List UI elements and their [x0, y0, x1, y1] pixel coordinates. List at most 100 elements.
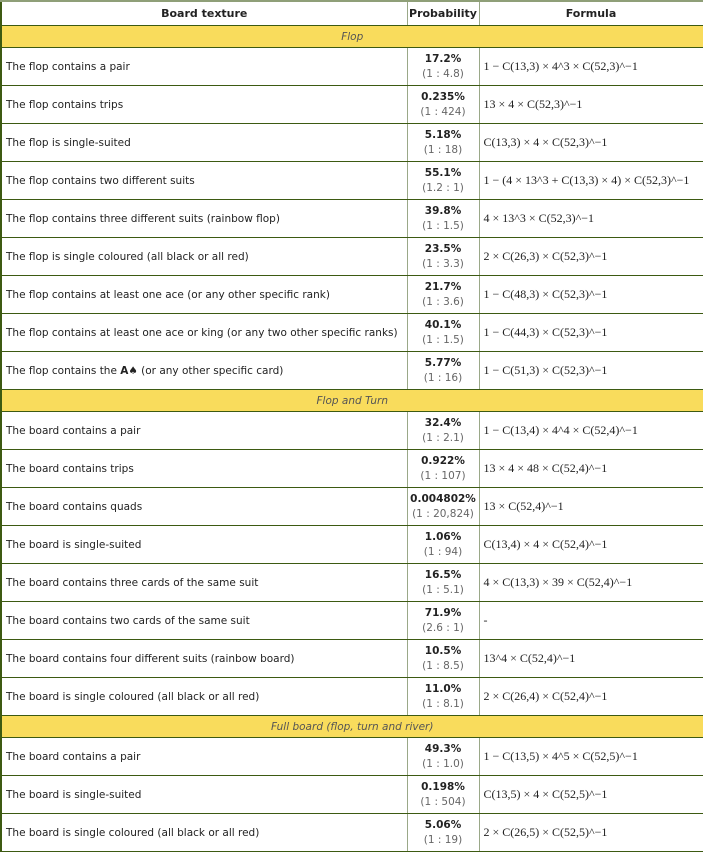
probability-cell: 11.0% (1 : 8.1): [406, 677, 479, 716]
formula-cell: 13 × C(52,4)^−1: [478, 487, 703, 526]
probability-cell: 21.7% (1 : 3.6): [406, 275, 479, 314]
probability-percent: 1.06%: [424, 530, 462, 543]
probability-percent: 5.18%: [424, 128, 462, 141]
table-row: The flop contains a pair 17.2% (1 : 4.8) …: [0, 47, 703, 86]
desc-text: The board is single-suited: [6, 538, 142, 551]
desc-text: (or any other specific card): [137, 364, 284, 377]
probability-percent: 49.3%: [424, 742, 462, 755]
table-row: The board is single-suited 0.198% (1 : 50…: [0, 775, 703, 814]
board-texture-cell: The board contains four different suits …: [0, 639, 407, 678]
header-probability: Probability: [406, 1, 479, 26]
board-texture-cell: The board is single coloured (all black …: [0, 813, 407, 852]
formula-text: 1 − C(44,3) × C(52,3)^−1: [483, 325, 608, 339]
formula-text: 1 − C(13,4) × 4^4 × C(52,4)^−1: [483, 423, 638, 437]
probability-cell: 23.5% (1 : 3.3): [406, 237, 479, 276]
probability-cell: 10.5% (1 : 8.5): [406, 639, 479, 678]
board-texture-cell: The board is single coloured (all black …: [0, 677, 407, 716]
desc-text: The flop contains the: [6, 364, 121, 377]
header-board-texture: Board texture: [0, 1, 407, 26]
formula-cell: 2 × C(26,5) × C(52,5)^−1: [478, 813, 703, 852]
probability-percent: 0.198%: [421, 780, 465, 793]
formula-text: 2 × C(26,5) × C(52,5)^−1: [483, 825, 608, 839]
formula-cell: -: [478, 601, 703, 640]
section-row: Flop and Turn: [0, 389, 703, 412]
probability-odds: (1 : 8.5): [422, 659, 464, 672]
formula-text: 1 − C(51,3) × C(52,3)^−1: [483, 363, 608, 377]
table-row: The flop is single coloured (all black o…: [0, 237, 703, 276]
section-row: Full board (flop, turn and river): [0, 715, 703, 738]
probability-odds: (1 : 20,824): [412, 507, 474, 520]
board-texture-cell: The flop is single-suited: [0, 123, 407, 162]
probability-cell: 32.4% (1 : 2.1): [406, 411, 479, 450]
board-texture-cell: The flop contains at least one ace (or a…: [0, 275, 407, 314]
probability-percent: 39.8%: [424, 204, 462, 217]
section-row: Flop: [0, 25, 703, 48]
probability-percent: 40.1%: [424, 318, 462, 331]
formula-text: 1 − C(48,3) × C(52,3)^−1: [483, 287, 608, 301]
probability-percent: 0.922%: [421, 454, 465, 467]
formula-cell: C(13,3) × 4 × C(52,3)^−1: [478, 123, 703, 162]
table-row: The board is single-suited 1.06% (1 : 94)…: [0, 525, 703, 564]
formula-cell: 13^4 × C(52,4)^−1: [478, 639, 703, 678]
probability-odds: (1 : 1.5): [422, 219, 464, 232]
probability-odds: (1 : 2.1): [422, 431, 464, 444]
formula-cell: 1 − C(44,3) × C(52,3)^−1: [478, 313, 703, 352]
formula-text: 1 − (4 × 13^3 + C(13,3) × 4) × C(52,3)^−…: [483, 173, 690, 187]
probability-percent: 32.4%: [424, 416, 462, 429]
formula-text: 13 × 4 × 48 × C(52,4)^−1: [483, 461, 608, 475]
desc-text: The board is single coloured (all black …: [6, 826, 260, 839]
formula-text: 4 × 13^3 × C(52,3)^−1: [483, 211, 595, 225]
probability-odds: (1 : 424): [420, 105, 466, 118]
probability-cell: 0.235% (1 : 424): [406, 85, 479, 124]
probability-odds: (1 : 8.1): [422, 697, 464, 710]
table-row: The flop contains at least one ace or ki…: [0, 313, 703, 352]
section-title: Full board (flop, turn and river): [0, 715, 703, 738]
desc-text: The flop contains trips: [6, 98, 124, 111]
probability-percent: 17.2%: [424, 52, 462, 65]
probability-percent: 5.06%: [424, 818, 462, 831]
table-body: Flop The flop contains a pair 17.2% (1 : …: [0, 25, 703, 852]
desc-text: The flop contains at least one ace (or a…: [6, 288, 330, 301]
probability-odds: (1 : 94): [423, 545, 463, 558]
desc-text: The board contains four different suits …: [6, 652, 295, 665]
table-row: The flop contains two different suits 55…: [0, 161, 703, 200]
probability-cell: 0.198% (1 : 504): [406, 775, 479, 814]
formula-text: 1 − C(13,5) × 4^5 × C(52,5)^−1: [483, 749, 638, 763]
formula-text: 2 × C(26,3) × C(52,3)^−1: [483, 249, 608, 263]
formula-cell: 13 × 4 × C(52,3)^−1: [478, 85, 703, 124]
formula-cell: 2 × C(26,3) × C(52,3)^−1: [478, 237, 703, 276]
probability-odds: (1 : 3.3): [422, 257, 464, 270]
desc-text: The flop contains two different suits: [6, 174, 195, 187]
probability-odds: (1 : 16): [423, 371, 463, 384]
probability-percent: 0.235%: [421, 90, 465, 103]
probability-odds: (1 : 1.0): [422, 757, 464, 770]
desc-text: The board is single coloured (all black …: [6, 690, 260, 703]
table-row: The board is single coloured (all black …: [0, 813, 703, 852]
probability-cell: 5.18% (1 : 18): [406, 123, 479, 162]
formula-text: 13 × C(52,4)^−1: [483, 499, 564, 513]
header-row: Board texture Probability Formula: [0, 1, 703, 26]
board-texture-cell: The board is single-suited: [0, 775, 407, 814]
formula-text: 1 − C(13,3) × 4^3 × C(52,3)^−1: [483, 59, 638, 73]
header-formula: Formula: [478, 1, 703, 26]
desc-text: The board contains a pair: [6, 750, 141, 763]
desc-text: The flop is single coloured (all black o…: [6, 250, 249, 263]
probability-cell: 17.2% (1 : 4.8): [406, 47, 479, 86]
table-row: The flop contains at least one ace (or a…: [0, 275, 703, 314]
probability-percent: 21.7%: [424, 280, 462, 293]
probability-percent: 71.9%: [424, 606, 462, 619]
probability-cell: 5.06% (1 : 19): [406, 813, 479, 852]
board-texture-cell: The board contains trips: [0, 449, 407, 488]
table-row: The flop contains three different suits …: [0, 199, 703, 238]
formula-text: 13^4 × C(52,4)^−1: [483, 651, 576, 665]
formula-cell: 1 − C(51,3) × C(52,3)^−1: [478, 351, 703, 390]
board-texture-cell: The flop contains the A♠ (or any other s…: [0, 351, 407, 390]
desc-text: The flop is single-suited: [6, 136, 131, 149]
formula-text: C(13,4) × 4 × C(52,4)^−1: [483, 537, 608, 551]
board-texture-cell: The board is single-suited: [0, 525, 407, 564]
probability-cell: 71.9% (2.6 : 1): [406, 601, 479, 640]
section-title: Flop: [0, 25, 703, 48]
probability-odds: (1 : 1.5): [422, 333, 464, 346]
formula-text: C(13,3) × 4 × C(52,3)^−1: [483, 135, 608, 149]
